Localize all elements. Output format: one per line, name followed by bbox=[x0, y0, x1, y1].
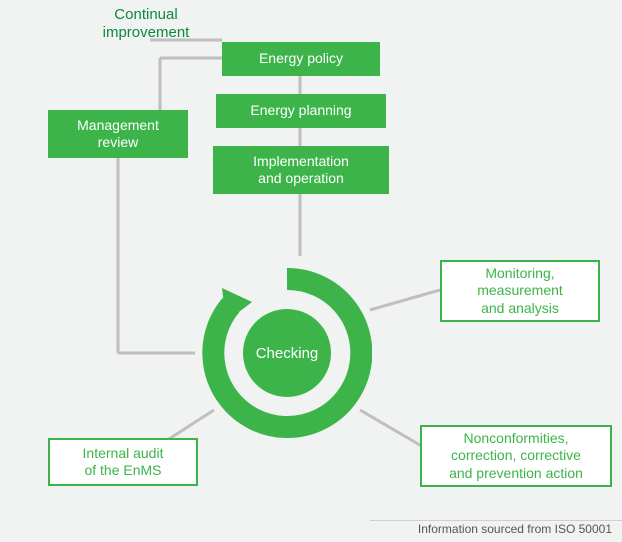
title-continual-improvement: Continual improvement bbox=[86, 6, 206, 42]
footer-divider bbox=[370, 520, 622, 521]
box-management-review: Management review bbox=[48, 110, 188, 158]
title-line1: Continual bbox=[114, 6, 177, 23]
label-energy-policy: Energy policy bbox=[259, 50, 343, 68]
box-implementation: Implementation and operation bbox=[213, 146, 389, 194]
checking-label: Checking bbox=[256, 345, 319, 362]
box-energy-policy: Energy policy bbox=[222, 42, 380, 76]
label-internal-audit: Internal audit of the EnMS bbox=[83, 445, 164, 480]
title-line2: improvement bbox=[103, 24, 190, 41]
box-nonconformities: Nonconformities, correction, corrective … bbox=[420, 425, 612, 487]
label-energy-planning: Energy planning bbox=[250, 102, 351, 120]
label-monitoring: Monitoring, measurement and analysis bbox=[477, 265, 563, 318]
label-implementation: Implementation and operation bbox=[253, 153, 349, 188]
box-monitoring: Monitoring, measurement and analysis bbox=[440, 260, 600, 322]
box-energy-planning: Energy planning bbox=[216, 94, 386, 128]
label-management-review: Management review bbox=[77, 117, 159, 152]
footer-text: Information sourced from ISO 50001 bbox=[418, 522, 612, 536]
box-internal-audit: Internal audit of the EnMS bbox=[48, 438, 198, 486]
label-nonconformities: Nonconformities, correction, corrective … bbox=[449, 430, 583, 483]
checking-center: Checking bbox=[243, 309, 331, 397]
